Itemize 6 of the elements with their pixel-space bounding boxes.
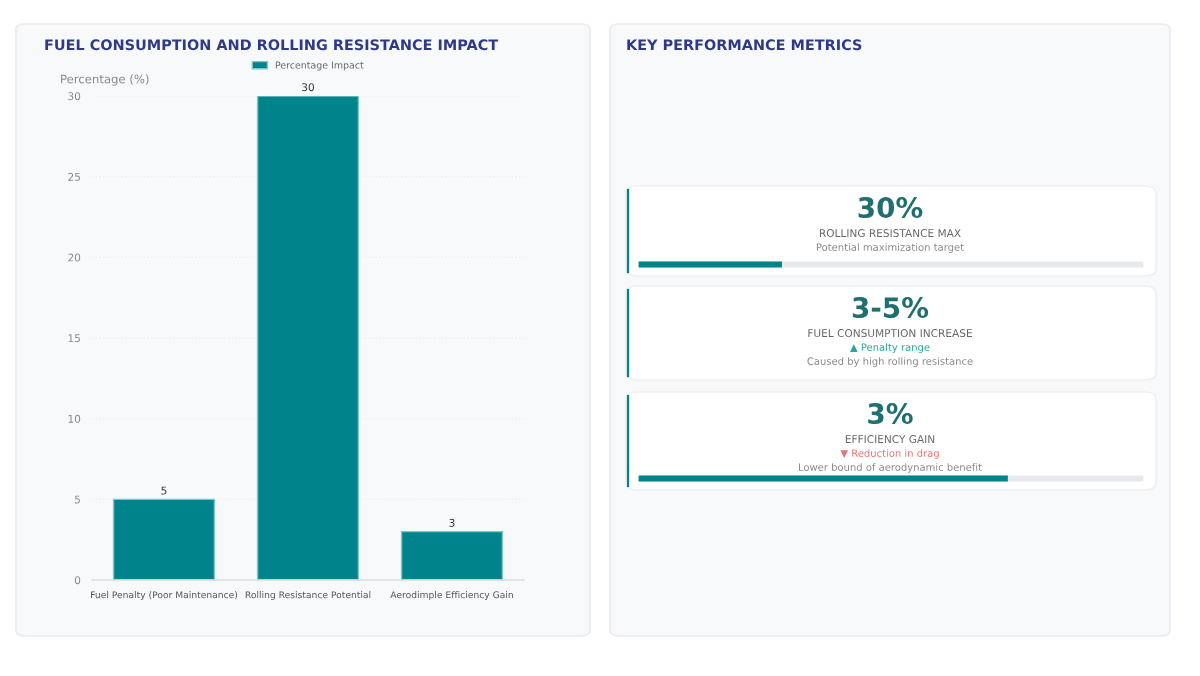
text: 30% <box>858 197 923 219</box>
bar <box>256 96 360 580</box>
text: 3% <box>868 403 913 425</box>
bar <box>400 530 504 580</box>
text: 3-5% <box>852 297 929 319</box>
bar <box>112 498 216 580</box>
